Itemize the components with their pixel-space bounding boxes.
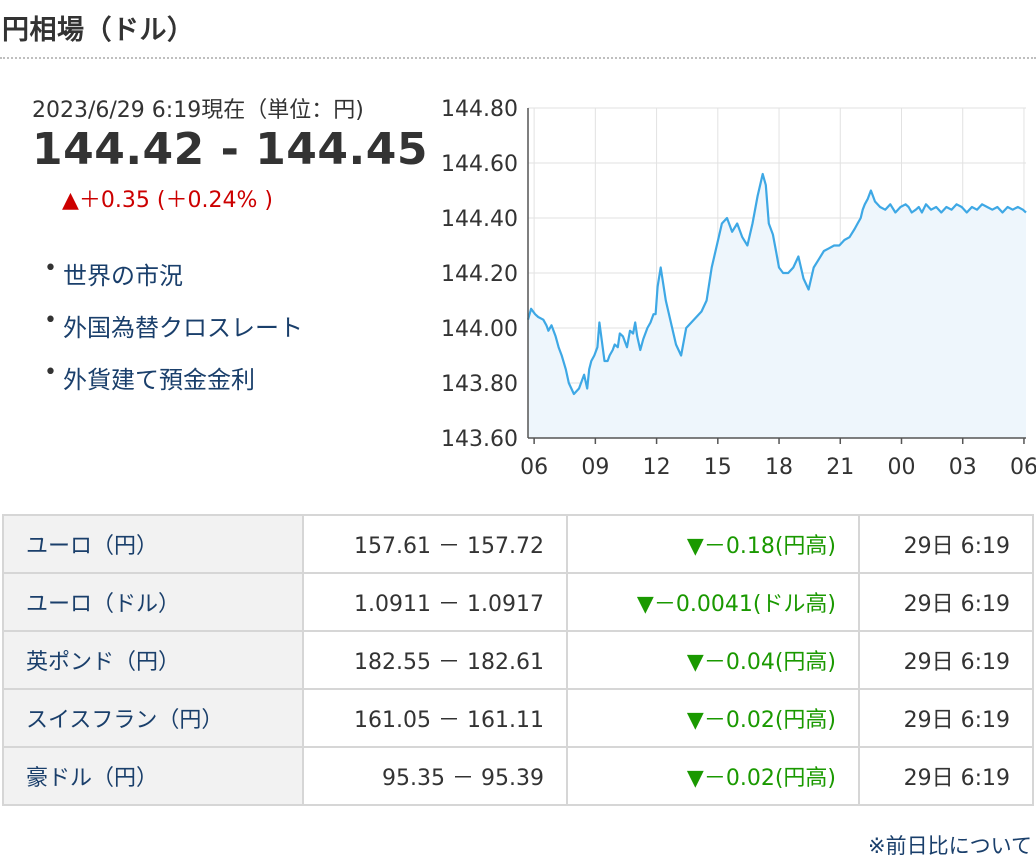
currency-change: ▼－0.18(円高) — [566, 514, 860, 574]
cross-rate-table: ユーロ（円） 157.61 － 157.72 ▼－0.18(円高) 29日 6:… — [2, 514, 1034, 806]
y-tick-label: 144.80 — [441, 97, 518, 122]
currency-name[interactable]: スイスフラン（円） — [2, 688, 304, 748]
currency-name[interactable]: 英ポンド（円） — [2, 630, 304, 690]
x-tick-label: 00 — [888, 455, 916, 480]
link-foreign-deposit-rates-label[interactable]: 外貨建て預金金利 — [62, 366, 255, 394]
currency-time: 29日 6:19 — [858, 572, 1034, 632]
x-tick-label: 21 — [826, 455, 854, 480]
currency-time: 29日 6:19 — [858, 688, 1034, 748]
page-title: 円相場（ドル） — [2, 15, 195, 46]
y-tick-label: 144.20 — [441, 262, 518, 287]
link-world-markets[interactable]: • 世界の市況 — [44, 256, 303, 308]
table-row: ユーロ（ドル） 1.0911 － 1.0917 ▼－0.0041(ドル高) 29… — [2, 572, 1034, 632]
x-tick-label: 09 — [581, 455, 609, 480]
currency-name-link[interactable]: 豪ドル（円） — [26, 766, 159, 791]
related-links: • 世界の市況 • 外国為替クロスレート • 外貨建て預金金利 — [44, 256, 303, 412]
currency-name-link[interactable]: スイスフラン（円） — [26, 708, 224, 733]
currency-rate: 157.61 － 157.72 — [302, 514, 568, 574]
series-area — [528, 174, 1026, 438]
currency-name-link[interactable]: 英ポンド（円） — [26, 650, 181, 675]
link-world-markets-label[interactable]: 世界の市況 — [62, 262, 183, 290]
currency-time: 29日 6:19 — [858, 746, 1034, 806]
currency-name[interactable]: 豪ドル（円） — [2, 746, 304, 806]
quote-price-change: ▲＋0.35 (＋0.24% ) — [62, 188, 273, 213]
y-tick-label: 143.60 — [441, 427, 518, 452]
currency-time: 29日 6:19 — [858, 514, 1034, 574]
y-tick-label: 144.00 — [441, 317, 518, 342]
currency-change: ▼－0.02(円高) — [566, 746, 860, 806]
usd-jpy-chart: 144.80 144.60 144.40 144.20 144.00 143.80 143.… — [440, 92, 1036, 492]
link-fx-cross-rates-label[interactable]: 外国為替クロスレート — [62, 314, 303, 342]
currency-change: ▼－0.02(円高) — [566, 688, 860, 748]
link-foreign-deposit-rates[interactable]: • 外貨建て預金金利 — [44, 360, 303, 412]
table-row: 豪ドル（円） 95.35 － 95.39 ▼－0.02(円高) 29日 6:19 — [2, 746, 1034, 806]
usd-jpy-chart-svg: 144.80 144.60 144.40 144.20 144.00 143.80 143.… — [441, 97, 1036, 480]
x-tick-label: 06 — [520, 455, 548, 480]
y-tick-label: 143.80 — [441, 372, 518, 397]
x-tick-label: 06 — [1010, 455, 1036, 480]
currency-rate: 95.35 － 95.39 — [302, 746, 568, 806]
x-tick-label: 03 — [949, 455, 977, 480]
currency-time: 29日 6:19 — [858, 630, 1034, 690]
quote-price-range: 144.42 - 144.45 — [32, 124, 428, 175]
currency-rate: 182.55 － 182.61 — [302, 630, 568, 690]
table-row: ユーロ（円） 157.61 － 157.72 ▼－0.18(円高) 29日 6:… — [2, 514, 1034, 574]
title-divider — [0, 57, 1036, 59]
currency-rate: 161.05 － 161.11 — [302, 688, 568, 748]
y-tick-label: 144.40 — [441, 207, 518, 232]
bullet-icon: • — [44, 256, 57, 281]
link-fx-cross-rates[interactable]: • 外国為替クロスレート — [44, 308, 303, 360]
footnote-link[interactable]: ※前日比について — [868, 834, 1032, 858]
table-row: 英ポンド（円） 182.55 － 182.61 ▼－0.04(円高) 29日 6… — [2, 630, 1034, 690]
quote-timestamp: 2023/6/29 6:19現在（単位：円) — [32, 98, 364, 123]
currency-name-link[interactable]: ユーロ（ドル） — [26, 592, 181, 617]
currency-rate: 1.0911 － 1.0917 — [302, 572, 568, 632]
currency-name[interactable]: ユーロ（ドル） — [2, 572, 304, 632]
currency-name[interactable]: ユーロ（円） — [2, 514, 304, 574]
currency-change: ▼－0.04(円高) — [566, 630, 860, 690]
bullet-icon: • — [44, 308, 57, 333]
x-tick-label: 12 — [643, 455, 671, 480]
currency-name-link[interactable]: ユーロ（円） — [26, 534, 159, 559]
bullet-icon: • — [44, 360, 57, 385]
x-tick-label: 18 — [765, 455, 793, 480]
x-tick-label: 15 — [704, 455, 732, 480]
series-line — [526, 172, 1027, 396]
table-row: スイスフラン（円） 161.05 － 161.11 ▼－0.02(円高) 29日… — [2, 688, 1034, 748]
y-tick-label: 144.60 — [441, 152, 518, 177]
currency-change: ▼－0.0041(ドル高) — [566, 572, 860, 632]
